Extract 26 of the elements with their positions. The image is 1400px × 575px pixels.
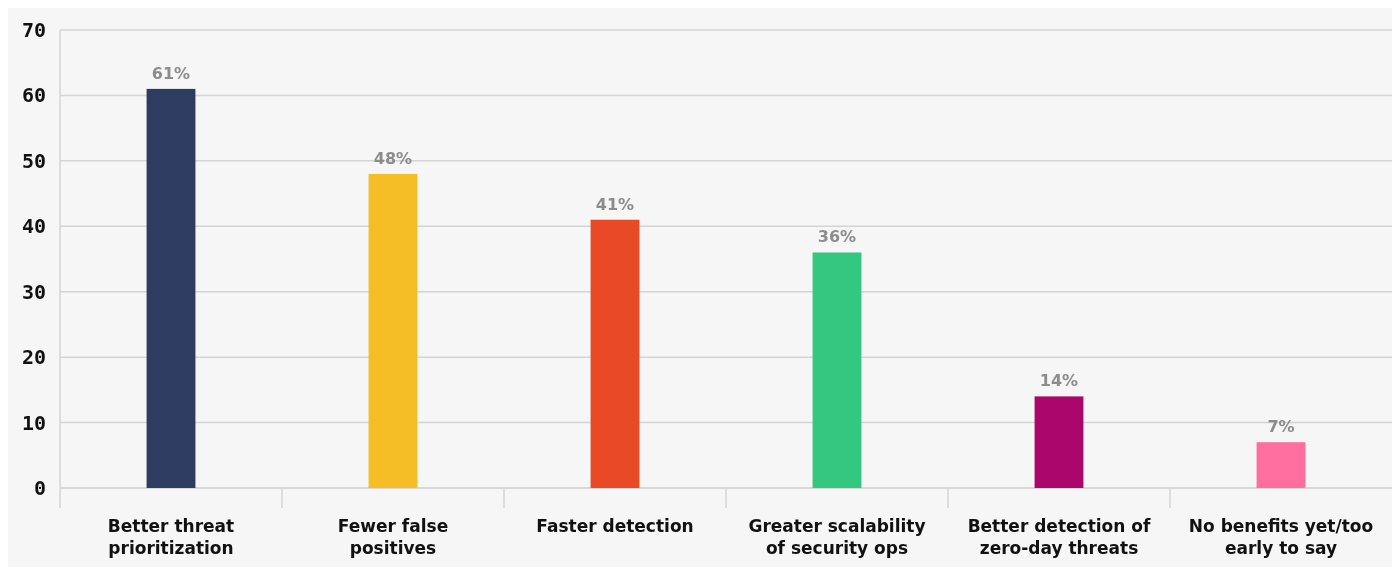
bar xyxy=(368,173,418,488)
bar xyxy=(1034,396,1084,488)
y-tick-label: 10 xyxy=(21,410,46,435)
data-label: 61% xyxy=(151,63,191,83)
y-tick-label: 20 xyxy=(21,345,46,370)
bar xyxy=(1256,442,1306,488)
x-tick-label: Faster detection xyxy=(536,516,694,536)
y-tick-label: 0 xyxy=(33,476,46,500)
y-tick-label: 30 xyxy=(21,279,46,304)
bar xyxy=(812,252,862,488)
bar xyxy=(146,88,196,488)
data-label: 7% xyxy=(1267,417,1295,437)
data-label: 48% xyxy=(373,148,413,168)
data-label: 36% xyxy=(817,227,857,247)
y-tick-label: 70 xyxy=(21,18,46,42)
x-tick-label: No benefits yet/too early to say xyxy=(1188,516,1374,558)
y-tick-label: 50 xyxy=(21,148,46,173)
y-tick-label: 60 xyxy=(21,83,46,108)
x-tick-label: Better detection of zero-day threats xyxy=(967,516,1151,558)
y-tick-label: 40 xyxy=(21,214,46,239)
data-label: 41% xyxy=(595,194,635,214)
x-tick-label: Greater scalability of security ops xyxy=(748,516,926,558)
x-tick-label: Fewer false positives xyxy=(337,516,449,558)
data-label: 14% xyxy=(1039,371,1079,391)
x-tick-label: Better threat prioritization xyxy=(107,516,235,558)
bar xyxy=(590,219,640,488)
